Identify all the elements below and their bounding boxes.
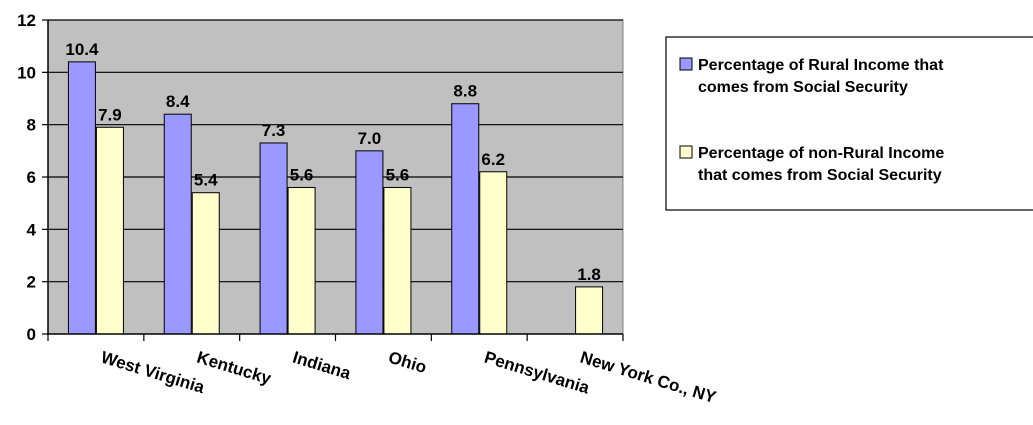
bar-series-0-0 xyxy=(67,61,96,335)
data-label: 10.4 xyxy=(65,40,99,59)
bar-series-0-4 xyxy=(451,103,480,335)
data-label: 5.6 xyxy=(290,165,314,184)
bars xyxy=(67,61,604,335)
bar-series-1-1 xyxy=(191,192,220,335)
data-labels: 10.47.98.45.47.35.67.05.68.86.21.8 xyxy=(65,40,601,284)
data-label: 1.8 xyxy=(577,265,601,284)
legend-swatch-rural xyxy=(679,57,693,71)
y-tick-label: 2 xyxy=(27,273,36,292)
data-label: 7.0 xyxy=(358,129,382,148)
y-tick-label: 12 xyxy=(17,11,36,30)
gridlines xyxy=(48,19,623,283)
data-label: 8.8 xyxy=(453,82,477,101)
legend-label-rural-line-2: comes from Social Security xyxy=(698,79,908,96)
legend-label-non-rural-line-1: Percentage of non-Rural Income xyxy=(698,145,944,162)
data-label: 5.4 xyxy=(194,171,218,190)
bar-series-0-2 xyxy=(259,142,288,335)
bar-series-1-5 xyxy=(575,286,604,335)
bar-series-1-4 xyxy=(479,171,508,335)
data-label: 8.4 xyxy=(166,92,190,111)
y-tick-labels: 0 2 4 6 8 10 12 xyxy=(17,11,36,344)
legend-swatch-non-rural xyxy=(679,145,693,159)
y-tick-label: 8 xyxy=(27,116,36,135)
x-category-label: Kentucky xyxy=(195,348,274,389)
axes xyxy=(42,19,624,341)
data-label: 5.6 xyxy=(386,165,410,184)
bar-series-1-2 xyxy=(287,186,316,335)
y-tick-label: 4 xyxy=(27,220,37,239)
data-label: 6.2 xyxy=(481,150,505,169)
y-tick-label: 6 xyxy=(27,168,36,187)
y-tick-label: 0 xyxy=(27,325,36,344)
x-category-label: Pennsylvania xyxy=(482,348,592,398)
legend-label-rural-line-1: Percentage of Rural Income that xyxy=(698,57,944,74)
y-tick-label: 10 xyxy=(17,63,36,82)
data-label: 7.3 xyxy=(262,121,286,140)
bar-series-1-0 xyxy=(95,126,124,335)
x-category-label: New York Co., NY xyxy=(578,348,719,408)
bar-series-1-3 xyxy=(383,186,412,335)
x-category-label: West Virginia xyxy=(99,348,207,398)
bar-series-0-1 xyxy=(163,113,192,335)
legend-label-non-rural-line-2: that comes from Social Security xyxy=(698,167,942,184)
bar-series-0-3 xyxy=(355,150,384,335)
x-category-label: Ohio xyxy=(386,348,429,377)
x-category-label: Indiana xyxy=(290,348,353,384)
legend: Percentage of Rural Income that comes fr… xyxy=(665,36,1033,211)
legend-box xyxy=(665,36,1033,211)
data-label: 7.9 xyxy=(98,105,122,124)
